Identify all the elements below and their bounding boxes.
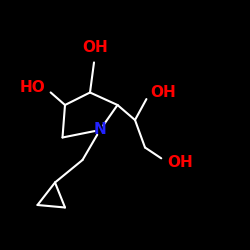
Text: N: N <box>94 122 106 138</box>
Text: OH: OH <box>82 40 108 55</box>
Text: OH: OH <box>150 85 176 100</box>
Text: HO: HO <box>19 80 45 95</box>
Text: OH: OH <box>168 155 193 170</box>
